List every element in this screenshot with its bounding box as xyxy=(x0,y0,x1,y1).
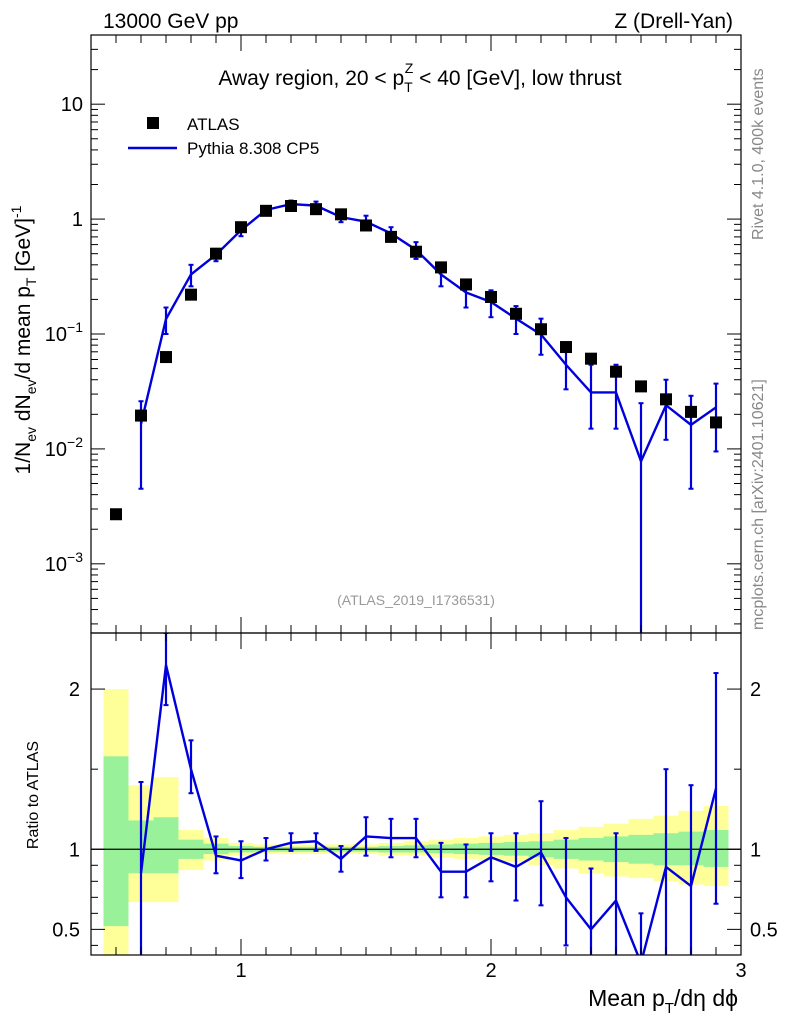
data-point xyxy=(135,409,147,422)
ratio-xlabel: Mean pT/dη dϕ xyxy=(588,985,738,1017)
data-point xyxy=(310,203,322,216)
data-point xyxy=(485,290,497,303)
data-point xyxy=(685,405,697,418)
uncertainty-band-green xyxy=(103,756,129,927)
ratio-y-tick-label-right: 1 xyxy=(750,839,761,861)
data-point xyxy=(635,380,647,393)
data-point xyxy=(285,199,297,212)
mc-series-line xyxy=(139,202,717,465)
data-point xyxy=(410,245,422,258)
data-point xyxy=(160,351,172,364)
y-tick-label: 1 xyxy=(72,209,83,231)
legend-atlas-marker xyxy=(147,117,159,129)
title-sub: T xyxy=(404,79,413,95)
data-point xyxy=(610,365,622,378)
ratio-frame xyxy=(90,632,742,956)
data-point xyxy=(585,352,597,365)
data-point xyxy=(510,307,522,320)
y-tick-label: 10−3 xyxy=(45,549,83,576)
ratio-panel: 2 2 1 1 0.5 0.5 1 2 3 Ratio to ATLAS Mean pT/dη … xyxy=(25,632,778,1017)
ratio-ylabel: Ratio to ATLAS xyxy=(25,741,42,849)
data-point xyxy=(660,393,672,406)
data-point xyxy=(360,219,372,232)
data-point xyxy=(560,341,572,354)
ratio-y-tick-label-right: 2 xyxy=(750,679,761,701)
x-tick-label: 3 xyxy=(735,960,746,982)
y-tick-label: 10−2 xyxy=(45,434,83,461)
mcplots-label: mcplots.cern.ch [arXiv:2401.10621] xyxy=(750,379,767,630)
x-tick-label: 2 xyxy=(485,960,496,982)
data-point xyxy=(185,288,197,301)
analysis-id: (ATLAS_2019_I1736531) xyxy=(337,592,495,608)
main-panel: 10 1 10−1 10−2 10−3 Away region, 20 < pTZ < … xyxy=(8,34,742,634)
data-point xyxy=(385,230,397,243)
y-tick-label: 10 xyxy=(61,94,83,116)
title-sup: Z xyxy=(405,60,414,76)
data-point xyxy=(110,508,122,521)
legend-pythia-label: Pythia 8.308 CP5 xyxy=(187,139,319,158)
data-point xyxy=(535,323,547,336)
data-point xyxy=(435,261,447,274)
ratio-y-tick-label-left: 2 xyxy=(69,679,80,701)
uncertainty-band-green xyxy=(153,817,179,874)
y-tick-label: 10−1 xyxy=(45,319,83,346)
rivet-label: Rivet 4.1.0, 400k events xyxy=(750,68,767,240)
legend-atlas-label: ATLAS xyxy=(187,115,240,134)
ratio-y-tick-label-left: 0.5 xyxy=(52,919,80,941)
process-label: Z (Drell-Yan) xyxy=(614,10,733,33)
energy-label: 13000 GeV pp xyxy=(103,10,238,33)
x-tick-label: 1 xyxy=(235,960,246,982)
panel-title: Away region, 20 < pTZ < 40 [GeV], low th… xyxy=(218,60,621,95)
main-ylabel: 1/Nev dNev/d mean pT [GeV]-1 xyxy=(8,205,39,474)
data-point xyxy=(210,247,222,260)
data-point xyxy=(235,221,247,234)
ratio-y-tick-label-left: 1 xyxy=(69,839,80,861)
data-point xyxy=(335,208,347,221)
data-point xyxy=(710,416,722,429)
ratio-series-line xyxy=(139,664,718,955)
legend: ATLAS Pythia 8.308 CP5 xyxy=(128,115,319,158)
data-point xyxy=(460,278,472,291)
data-point xyxy=(260,204,272,217)
ratio-y-tick-label-right: 0.5 xyxy=(750,919,778,941)
